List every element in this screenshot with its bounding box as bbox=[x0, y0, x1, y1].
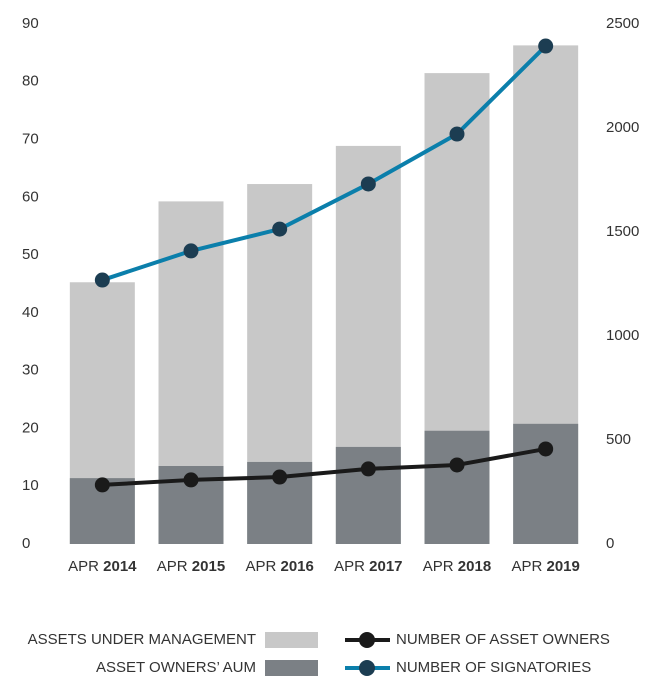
legend-swatch bbox=[265, 660, 318, 676]
y-tick-label: 0 bbox=[22, 535, 30, 552]
y-tick-label: 30 bbox=[22, 362, 39, 379]
marker bbox=[449, 457, 465, 473]
legend-label: ASSET OWNERS’ AUM bbox=[96, 659, 256, 676]
legend-label: NUMBER OF SIGNATORIES bbox=[396, 659, 591, 676]
y2-tick-label: 0 bbox=[606, 535, 614, 552]
y-tick-label: 50 bbox=[22, 246, 39, 263]
marker bbox=[360, 176, 376, 192]
legend-marker bbox=[359, 632, 375, 648]
y2-tick-label: 2000 bbox=[606, 119, 639, 136]
y-tick-label: 40 bbox=[22, 304, 39, 321]
y2-tick-label: 1000 bbox=[606, 327, 639, 344]
marker bbox=[449, 126, 465, 142]
bar bbox=[424, 430, 490, 544]
marker bbox=[183, 472, 199, 488]
y-tick-label: 60 bbox=[22, 188, 39, 205]
legend-label: NUMBER OF ASSET OWNERS bbox=[396, 631, 610, 648]
y2-tick-label: 1500 bbox=[606, 223, 639, 240]
x-tick-label: APR 2015 bbox=[157, 558, 225, 575]
x-tick-label: APR 2014 bbox=[68, 558, 137, 575]
legend-swatch bbox=[265, 632, 318, 648]
marker bbox=[272, 469, 288, 485]
y-tick-label: 90 bbox=[22, 15, 39, 32]
x-tick-label: APR 2017 bbox=[334, 558, 402, 575]
line bbox=[101, 44, 548, 282]
y-tick-label: 10 bbox=[22, 477, 39, 494]
marker bbox=[94, 272, 110, 288]
line bbox=[102, 446, 547, 487]
marker bbox=[538, 441, 554, 457]
marker bbox=[538, 38, 554, 54]
marker bbox=[94, 477, 110, 493]
marker bbox=[272, 221, 288, 237]
y2-tick-label: 500 bbox=[606, 431, 631, 448]
marker bbox=[183, 243, 199, 259]
x-tick-label: APR 2018 bbox=[423, 558, 491, 575]
y2-tick-label: 2500 bbox=[606, 15, 639, 32]
y-tick-label: 80 bbox=[22, 73, 39, 90]
x-tick-label: APR 2019 bbox=[511, 558, 579, 575]
marker bbox=[360, 461, 376, 477]
legend-marker bbox=[359, 660, 375, 676]
y-tick-label: 20 bbox=[22, 419, 39, 436]
y-tick-label: 70 bbox=[22, 131, 39, 148]
x-tick-label: APR 2016 bbox=[245, 558, 313, 575]
legend-label: ASSETS UNDER MANAGEMENT bbox=[28, 631, 256, 648]
